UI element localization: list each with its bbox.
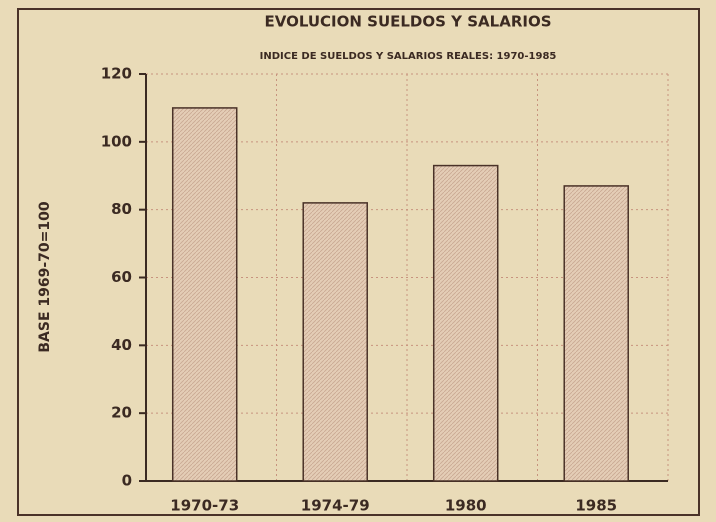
x-tick-label: 1970-73 (170, 497, 239, 515)
x-tick-label: 1985 (575, 497, 617, 515)
y-tick-label: 120 (101, 65, 132, 83)
chart-title: EVOLUCION SUELDOS Y SALARIOS (264, 13, 551, 31)
bar (171, 107, 238, 482)
bar (302, 202, 368, 482)
y-tick-label: 0 (122, 472, 132, 490)
y-tick-label: 100 (101, 132, 132, 150)
bar (563, 185, 629, 482)
x-tick-label: 1980 (445, 497, 487, 515)
chart-subtitle: INDICE DE SUELDOS Y SALARIOS REALES: 197… (260, 51, 557, 62)
y-axis-label: BASE 1969-70=100 (37, 201, 53, 352)
bar (432, 164, 499, 482)
frame (17, 8, 700, 516)
y-tick-label: 60 (111, 268, 132, 286)
y-tick-label: 40 (111, 336, 132, 354)
y-tick-label: 20 (111, 404, 132, 422)
x-tick-label: 1974-79 (301, 497, 370, 515)
y-tick-label: 80 (111, 200, 132, 218)
